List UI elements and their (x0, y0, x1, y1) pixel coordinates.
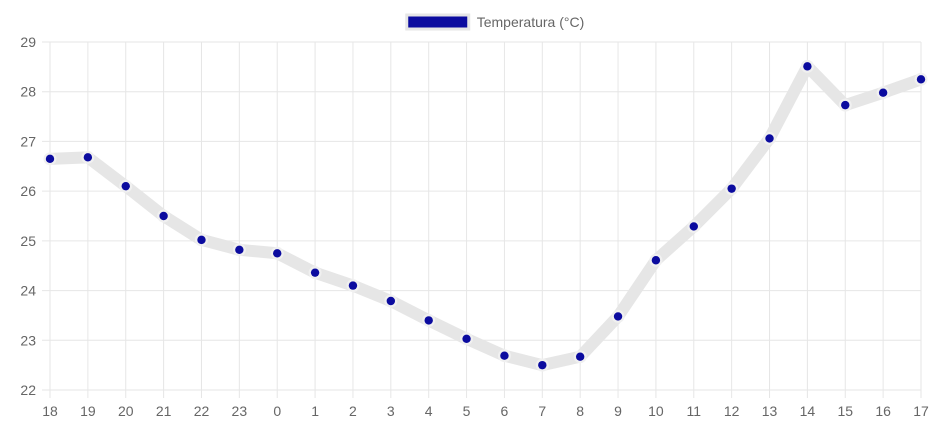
y-tick-label: 26 (20, 183, 36, 199)
data-point[interactable] (689, 222, 698, 231)
y-tick-label: 25 (20, 233, 36, 249)
data-point[interactable] (273, 249, 282, 258)
y-tick-label: 27 (20, 133, 36, 149)
x-tick-label: 0 (273, 403, 281, 419)
data-point[interactable] (386, 296, 396, 306)
data-point[interactable] (83, 153, 93, 162)
data-point[interactable] (613, 312, 623, 321)
legend[interactable]: Temperatura (°C) (405, 13, 585, 31)
data-point[interactable] (424, 316, 433, 325)
y-tick-label: 23 (20, 332, 36, 348)
x-tick-label: 10 (648, 403, 664, 419)
legend-label: Temperatura (°C) (477, 14, 585, 30)
x-tick-label: 12 (724, 403, 740, 419)
y-tick-label: 24 (20, 283, 36, 299)
data-point[interactable] (197, 235, 206, 245)
y-tick-label: 29 (20, 34, 36, 50)
series-temperature (43, 59, 928, 372)
x-tick-label: 14 (800, 403, 816, 419)
x-tick-label: 20 (118, 403, 134, 419)
x-tick-label: 6 (501, 403, 509, 419)
x-tick-label: 11 (687, 403, 702, 419)
data-point[interactable] (841, 100, 850, 110)
x-tick-label: 4 (425, 403, 433, 419)
x-tick-label: 22 (194, 403, 210, 419)
data-point[interactable] (348, 281, 358, 290)
data-point[interactable] (916, 75, 926, 84)
x-tick-label: 1 (311, 403, 319, 419)
x-tick-label: 15 (837, 403, 853, 419)
x-tick-label: 17 (913, 403, 929, 419)
x-tick-label: 19 (80, 403, 96, 419)
data-point[interactable] (651, 256, 661, 265)
data-point[interactable] (803, 62, 812, 71)
x-tick-label: 3 (387, 403, 395, 419)
y-tick-label: 28 (20, 84, 36, 100)
y-tick-label: 22 (20, 382, 36, 398)
data-point[interactable] (159, 211, 168, 221)
x-tick-label: 23 (232, 403, 248, 419)
data-point[interactable] (310, 268, 320, 277)
grid (42, 41, 922, 398)
x-tick-label: 5 (463, 403, 471, 419)
x-tick-label: 8 (576, 403, 584, 419)
legend-color-box (405, 13, 471, 31)
x-tick-label: 2 (349, 403, 357, 419)
data-point[interactable] (538, 360, 547, 370)
data-point[interactable] (500, 351, 509, 360)
data-point[interactable] (765, 134, 774, 143)
x-tick-label: 7 (538, 403, 546, 419)
x-tick-label: 16 (875, 403, 891, 419)
x-tick-label: 21 (156, 403, 172, 419)
x-tick-label: 13 (762, 403, 778, 419)
x-tick-label: 18 (42, 403, 58, 419)
data-point[interactable] (575, 352, 585, 361)
data-point[interactable] (235, 245, 244, 255)
x-tick-label: 9 (614, 403, 622, 419)
data-point[interactable] (878, 88, 888, 97)
series-line (44, 60, 927, 372)
data-point[interactable] (45, 154, 55, 164)
data-point[interactable] (121, 181, 130, 191)
data-point[interactable] (727, 184, 736, 193)
data-point[interactable] (462, 334, 471, 343)
